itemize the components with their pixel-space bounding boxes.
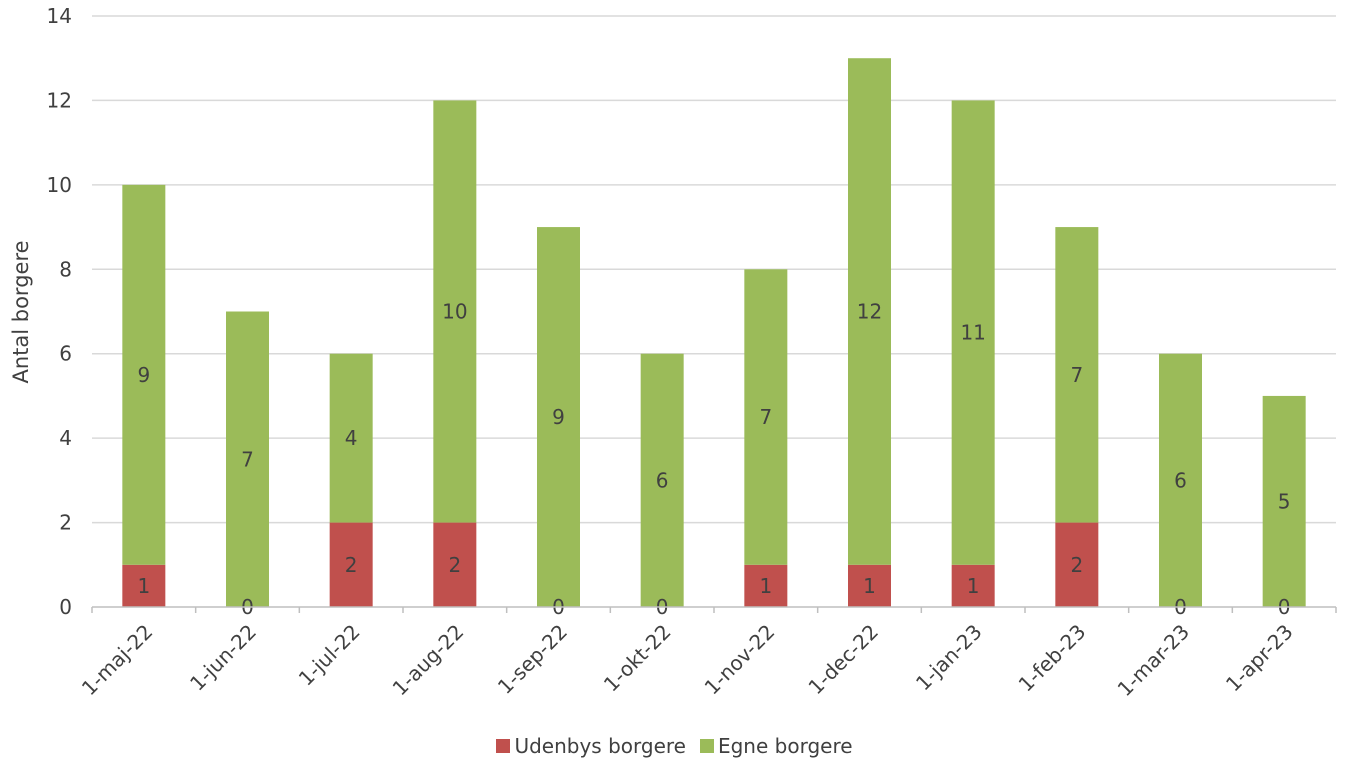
x-tick-label: 1-nov-22 [700,620,780,700]
bar-egne [1159,353,1202,607]
bar-egne [1055,227,1099,523]
bar-udenbys [1055,522,1099,607]
legend-label-egne: Egne borgere [717,734,853,758]
bar-udenbys [951,564,995,607]
data-label-egne: 9 [137,363,150,387]
x-tick-label: 1-jun-22 [185,620,261,696]
y-tick-label: 0 [59,595,72,619]
x-tick-label: 1-aug-22 [388,620,469,701]
bar-egne [329,353,373,523]
data-label-udenbys: 1 [137,574,150,598]
bar-egne [640,353,684,607]
y-tick-label: 8 [59,257,72,281]
x-tick-label: 1-mar-23 [1113,620,1195,702]
data-label-egne: 11 [960,321,985,345]
bar-udenbys [433,522,477,607]
grid-layer [92,15,1336,524]
bar-udenbys [329,522,373,607]
data-label-egne: 7 [241,447,254,471]
y-tick-label: 10 [47,173,72,197]
bar-egne [1262,395,1306,607]
data-label-egne: 7 [759,405,772,429]
data-label-udenbys: 2 [1070,553,1083,577]
data-label-egne: 5 [1278,489,1291,513]
data-label-egne: 12 [857,300,882,324]
bars-layer [122,58,1306,608]
y-tick-label: 2 [59,511,72,535]
bar-egne [537,227,580,608]
data-label-egne: 4 [345,426,358,450]
x-tick-label: 1-apr-23 [1221,620,1298,697]
x-tick-label: 1-sep-22 [493,620,572,699]
y-tick-label: 12 [47,88,72,112]
x-tick-label: 1-feb-23 [1014,620,1091,697]
bar-egne [848,58,891,565]
legend: Udenbys borgere Egne borgere [0,734,1349,758]
data-label-egne: 6 [1174,468,1187,492]
y-tick-label: 4 [59,426,72,450]
data-label-egne: 9 [552,405,565,429]
x-tick-label: 1-dec-22 [803,620,883,700]
bar-egne [744,269,788,565]
x-tick-label: 1-okt-22 [599,620,676,697]
y-tick-label: 14 [47,4,72,28]
data-label-udenbys: 2 [345,553,358,577]
bar-udenbys [848,564,891,607]
x-tick-label: 1-jan-23 [911,620,987,696]
x-tick-label: 1-jul-22 [294,620,365,691]
data-label-egne: 6 [656,468,669,492]
data-label-egne: 7 [1070,363,1083,387]
bar-udenbys [744,564,788,607]
bar-egne [433,100,477,523]
y-tick-label: 6 [59,342,72,366]
data-label-udenbys: 1 [759,574,772,598]
data-label-udenbys: 2 [448,553,461,577]
legend-item-egne: Egne borgere [699,734,853,758]
data-label-udenbys: 1 [863,574,876,598]
legend-label-udenbys: Udenbys borgere [514,734,686,758]
bar-udenbys [122,564,166,607]
data-label-udenbys: 1 [967,574,980,598]
bar-egne [226,311,269,607]
data-label-egne: 10 [442,300,467,324]
legend-swatch-egne [699,739,714,753]
legend-swatch-udenbys [496,739,511,753]
x-tick-label: 1-maj-22 [77,620,158,701]
bar-egne [122,184,166,565]
legend-item-udenbys: Udenbys borgere [496,734,686,758]
bar-egne [951,100,995,565]
y-axis-label: Antal borgere [9,240,33,383]
